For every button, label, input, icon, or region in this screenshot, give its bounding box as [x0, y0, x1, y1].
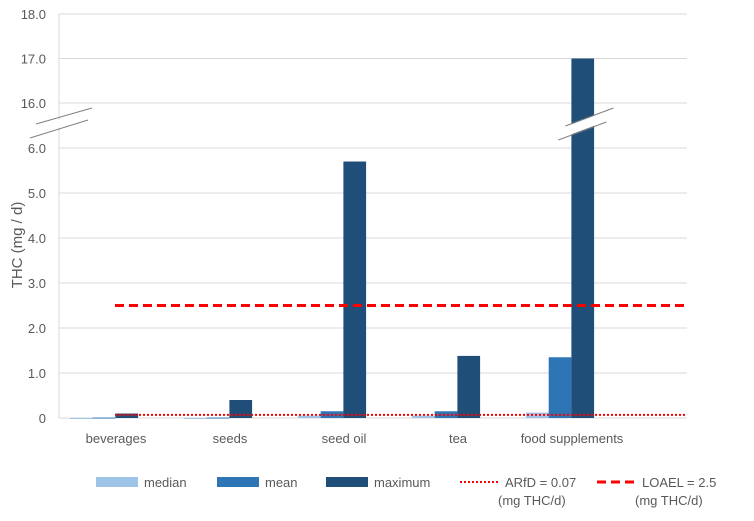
x-tick-label: beverages — [86, 431, 147, 446]
bar-maximum — [343, 161, 367, 418]
bar-mean — [92, 417, 116, 419]
y-tick-label: 3.0 — [28, 276, 46, 291]
y-tick-label: 18.0 — [21, 7, 46, 22]
y-tick-label: 5.0 — [28, 186, 46, 201]
bar-median — [70, 418, 93, 419]
axis-break-gap — [30, 110, 92, 136]
bar-mean — [434, 411, 458, 418]
y-tick-label: 2.0 — [28, 321, 46, 336]
bar-break-line — [565, 107, 614, 127]
bar-median — [526, 412, 549, 418]
legend-swatch-maximum — [326, 477, 368, 487]
legend-label: median — [144, 475, 187, 490]
bar-maximum — [457, 355, 481, 418]
bar-maximum — [229, 400, 253, 418]
x-tick-label: seeds — [213, 431, 248, 446]
bar-break-line — [558, 121, 607, 141]
legend-label: maximum — [374, 475, 430, 490]
legend-swatch-mean — [217, 477, 259, 487]
legend-label: mean — [265, 475, 298, 490]
y-tick-label: 6.0 — [28, 141, 46, 156]
x-tick-label: tea — [449, 431, 468, 446]
legend-label: ARfD = 0.07 — [505, 475, 576, 490]
bar-mean — [548, 357, 572, 418]
y-tick-label: 17.0 — [21, 52, 46, 67]
bar-break-gap — [561, 112, 605, 138]
y-tick-label: 4.0 — [28, 231, 46, 246]
bar-maximum — [571, 58, 595, 418]
bar-maximum — [115, 413, 139, 418]
bar-median — [412, 415, 435, 418]
bar-mean — [206, 417, 230, 419]
legend-swatch-median — [96, 477, 138, 487]
axis-break-line — [35, 107, 93, 125]
y-tick-label: 1.0 — [28, 366, 46, 381]
bar-median — [298, 415, 321, 418]
axis-break-line — [29, 119, 89, 139]
x-tick-label: food supplements — [521, 431, 624, 446]
axis-break — [29, 107, 614, 141]
legend-unit: (mg THC/d) — [635, 493, 703, 508]
x-tick-label: seed oil — [322, 431, 367, 446]
bar-median — [184, 418, 207, 419]
y-tick-label: 16.0 — [21, 96, 46, 111]
legend-unit: (mg THC/d) — [498, 493, 566, 508]
legend-label: LOAEL = 2.5 — [642, 475, 716, 490]
y-axis-label: THC (mg / d) — [9, 202, 26, 289]
y-tick-label: 0 — [39, 411, 46, 426]
